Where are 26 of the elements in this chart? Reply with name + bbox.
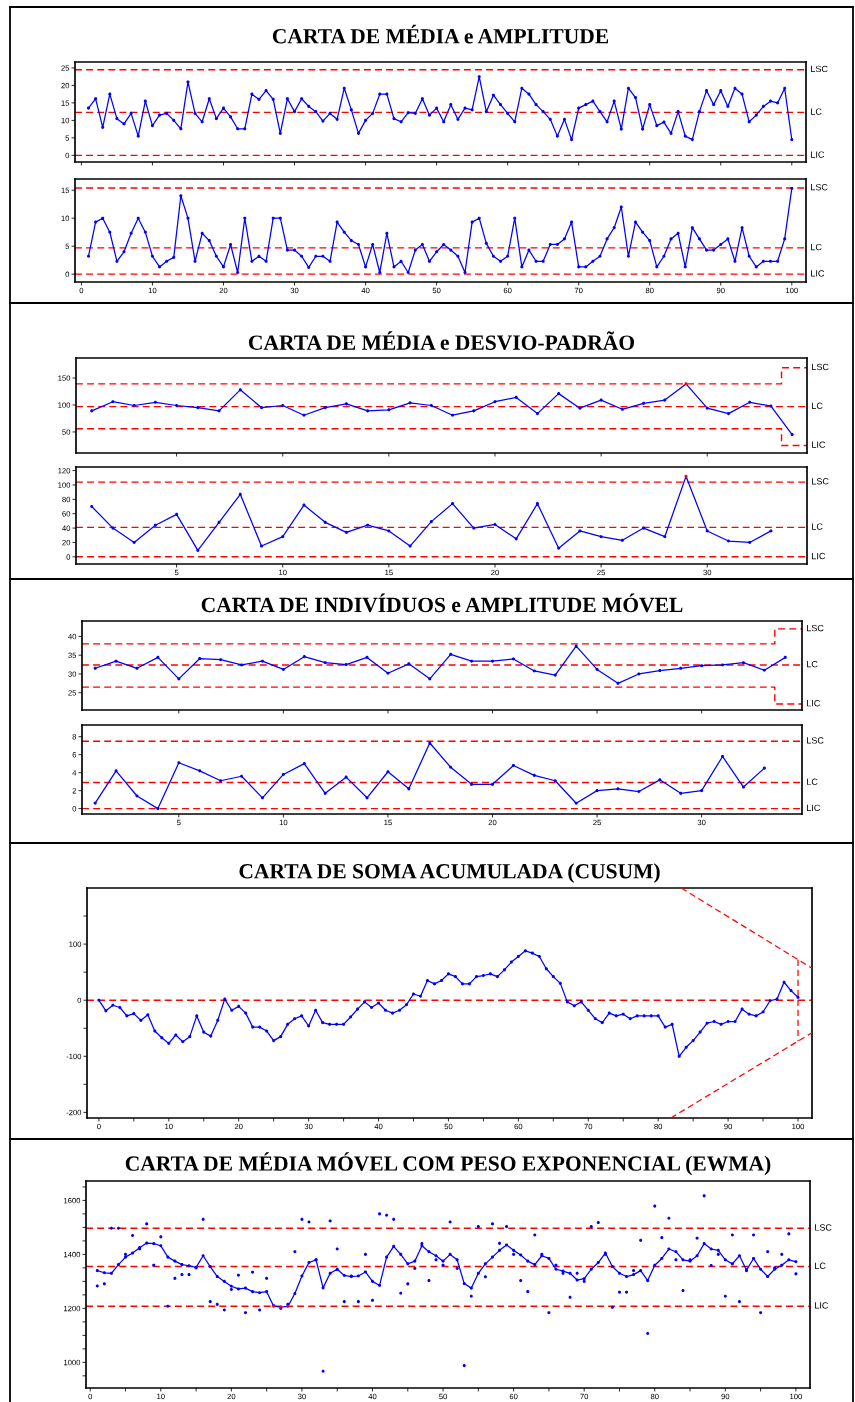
ref-line-label: LSC <box>815 1224 832 1231</box>
series-label: LIC <box>812 441 826 448</box>
ref-line-label: LSC <box>807 737 824 744</box>
ref-line-label: LC <box>812 523 823 530</box>
series-label: LIC <box>807 700 821 707</box>
ref-line-label: LIC <box>807 804 821 812</box>
ref-line-label: LSC <box>811 183 828 191</box>
chart-title: CARTA DE MÉDIA e DESVIO-PADRÃO <box>248 331 635 350</box>
ref-line-label: LSC <box>811 65 828 73</box>
chart-title: CARTA DE MÉDIA e AMPLITUDE <box>272 24 609 44</box>
ref-line-label: LIC <box>812 552 826 560</box>
ref-line-label: LIC <box>811 151 825 158</box>
ref-line-label: LC <box>811 108 822 115</box>
ref-line-label: LC <box>811 243 822 251</box>
ref-line-label: LC <box>815 1262 826 1269</box>
series-label: LSC <box>807 624 824 632</box>
ref-line-label: LSC <box>812 478 829 485</box>
chart-title: CARTA DE SOMA ACUMULADA (CUSUM) <box>239 863 660 883</box>
ref-line-label: LIC <box>815 1302 829 1309</box>
series-label: LSC <box>812 363 829 371</box>
ref-line-label: LC <box>807 778 818 785</box>
chart-title: CARTA DE MÉDIA MÓVEL COM PESO EXPONENCIAL (EWMA) <box>125 1152 771 1176</box>
ref-line-label: LIC <box>811 270 825 277</box>
ref-line-label: LC <box>812 402 823 409</box>
ref-line-label: LC <box>807 660 818 668</box>
chart-title: CARTA DE INDIVÍDUOS e AMPLITUDE MÓVEL <box>201 593 683 613</box>
